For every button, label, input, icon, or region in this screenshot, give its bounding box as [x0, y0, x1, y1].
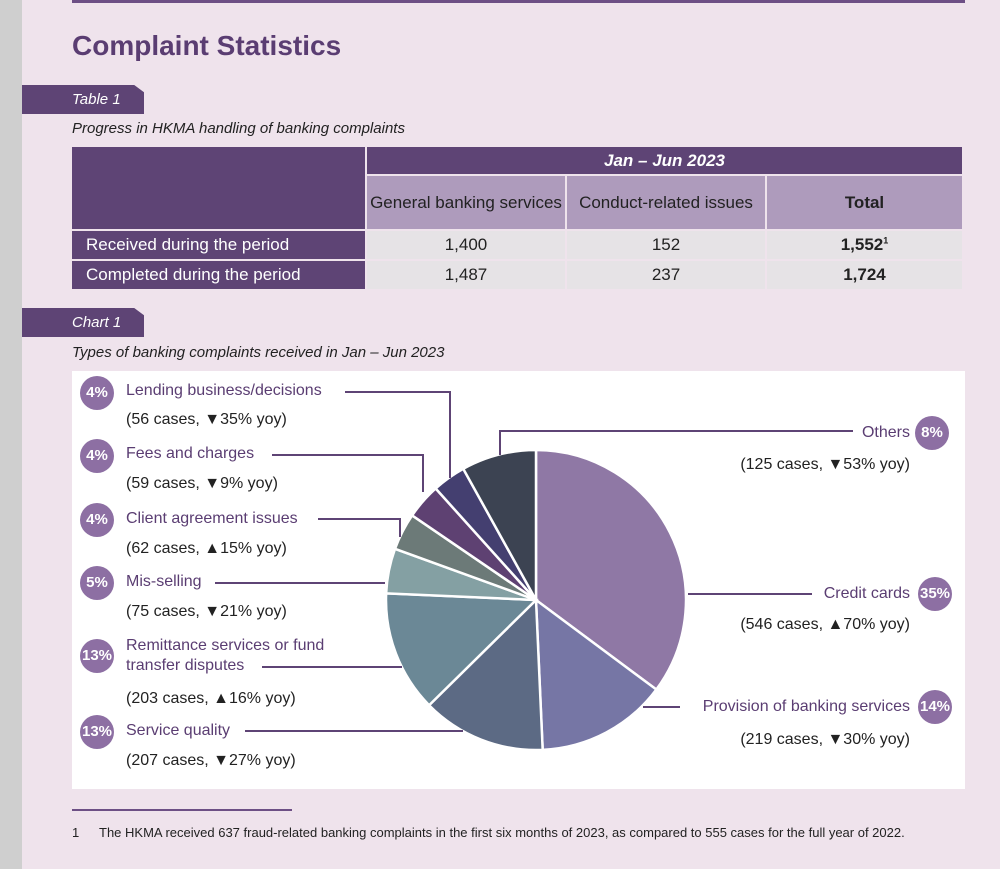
- chart-tag: Chart 1: [22, 308, 144, 337]
- percent-badge: 5%: [80, 566, 114, 600]
- col-header-conduct: Conduct-related issues: [567, 176, 765, 229]
- pie-slice: [461, 448, 538, 605]
- cell-total: 1,724: [767, 261, 962, 289]
- page-title: Complaint Statistics: [72, 30, 342, 61]
- cell: 1,487: [367, 261, 565, 289]
- slice-label: Credit cards: [823, 585, 910, 602]
- slice-detail: (75 cases, ▼21% yoy): [126, 603, 287, 620]
- table-tag: Table 1: [22, 85, 144, 114]
- pie-slice: [534, 597, 659, 752]
- percent-badge: 4%: [80, 439, 114, 473]
- leader-line: [318, 518, 401, 537]
- row-label: Completed during the period: [72, 261, 365, 289]
- top-rule: [72, 0, 965, 3]
- row-label: Received during the period: [72, 231, 365, 259]
- percent-badge: 13%: [80, 639, 114, 673]
- total-value: 1,552: [840, 235, 884, 254]
- complaints-table: Jan – Jun 2023 General banking services …: [70, 145, 964, 291]
- cell-total: 1,5521: [767, 231, 962, 259]
- table-caption: Progress in HKMA handling of banking com…: [72, 120, 405, 137]
- slice-label: Mis-selling: [126, 573, 202, 590]
- slice-label: Provision of banking services: [702, 698, 910, 715]
- slice-detail: (56 cases, ▼35% yoy): [126, 411, 287, 428]
- percent-badge: 35%: [918, 577, 952, 611]
- percent-badge: 14%: [918, 690, 952, 724]
- slice-label: Others: [861, 424, 910, 441]
- footnote-rule: [72, 809, 292, 811]
- table-corner: [72, 147, 365, 229]
- table-row: Completed during the period 1,487 237 1,…: [72, 261, 962, 289]
- slice-detail: (207 cases, ▼27% yoy): [126, 752, 296, 769]
- percent-badge: 4%: [80, 376, 114, 410]
- pie-slice: [384, 592, 539, 707]
- footnote-number: 1: [72, 825, 80, 840]
- slice-label: Lending business/decisions: [126, 382, 322, 399]
- percent-badge: 13%: [80, 715, 114, 749]
- slice-label: Remittance services or fund transfer dis…: [126, 637, 325, 674]
- leader-line: [272, 454, 424, 492]
- cell: 1,400: [367, 231, 565, 259]
- slice-detail: (62 cases, ▲15% yoy): [126, 540, 287, 557]
- leader-line: [499, 430, 853, 455]
- pie-slice: [427, 597, 544, 752]
- leader-line: [345, 391, 451, 478]
- slice-detail: (546 cases, ▲70% yoy): [740, 616, 910, 633]
- footnote-text: The HKMA received 637 fraud-related bank…: [99, 825, 905, 840]
- slice-detail: (125 cases, ▼53% yoy): [740, 456, 910, 473]
- chart-caption: Types of banking complaints received in …: [72, 344, 445, 361]
- cell: 237: [567, 261, 765, 289]
- table-row: Received during the period 1,400 152 1,5…: [72, 231, 962, 259]
- period-header: Jan – Jun 2023: [367, 147, 962, 174]
- slice-label: Service quality: [126, 722, 231, 739]
- col-header-total: Total: [767, 176, 962, 229]
- slice-label: Client agreement issues: [126, 510, 298, 527]
- slice-label: Fees and charges: [126, 445, 255, 462]
- pie-slice: [534, 448, 688, 692]
- footnote-ref: 1: [883, 235, 889, 246]
- slice-detail: (59 cases, ▼9% yoy): [126, 475, 278, 492]
- slice-detail: (219 cases, ▼30% yoy): [740, 731, 910, 748]
- percent-badge: 4%: [80, 503, 114, 537]
- percent-badge: 8%: [915, 416, 949, 450]
- slice-detail: (203 cases, ▲16% yoy): [126, 690, 296, 707]
- col-header-general: General banking services: [367, 176, 565, 229]
- cell: 152: [567, 231, 765, 259]
